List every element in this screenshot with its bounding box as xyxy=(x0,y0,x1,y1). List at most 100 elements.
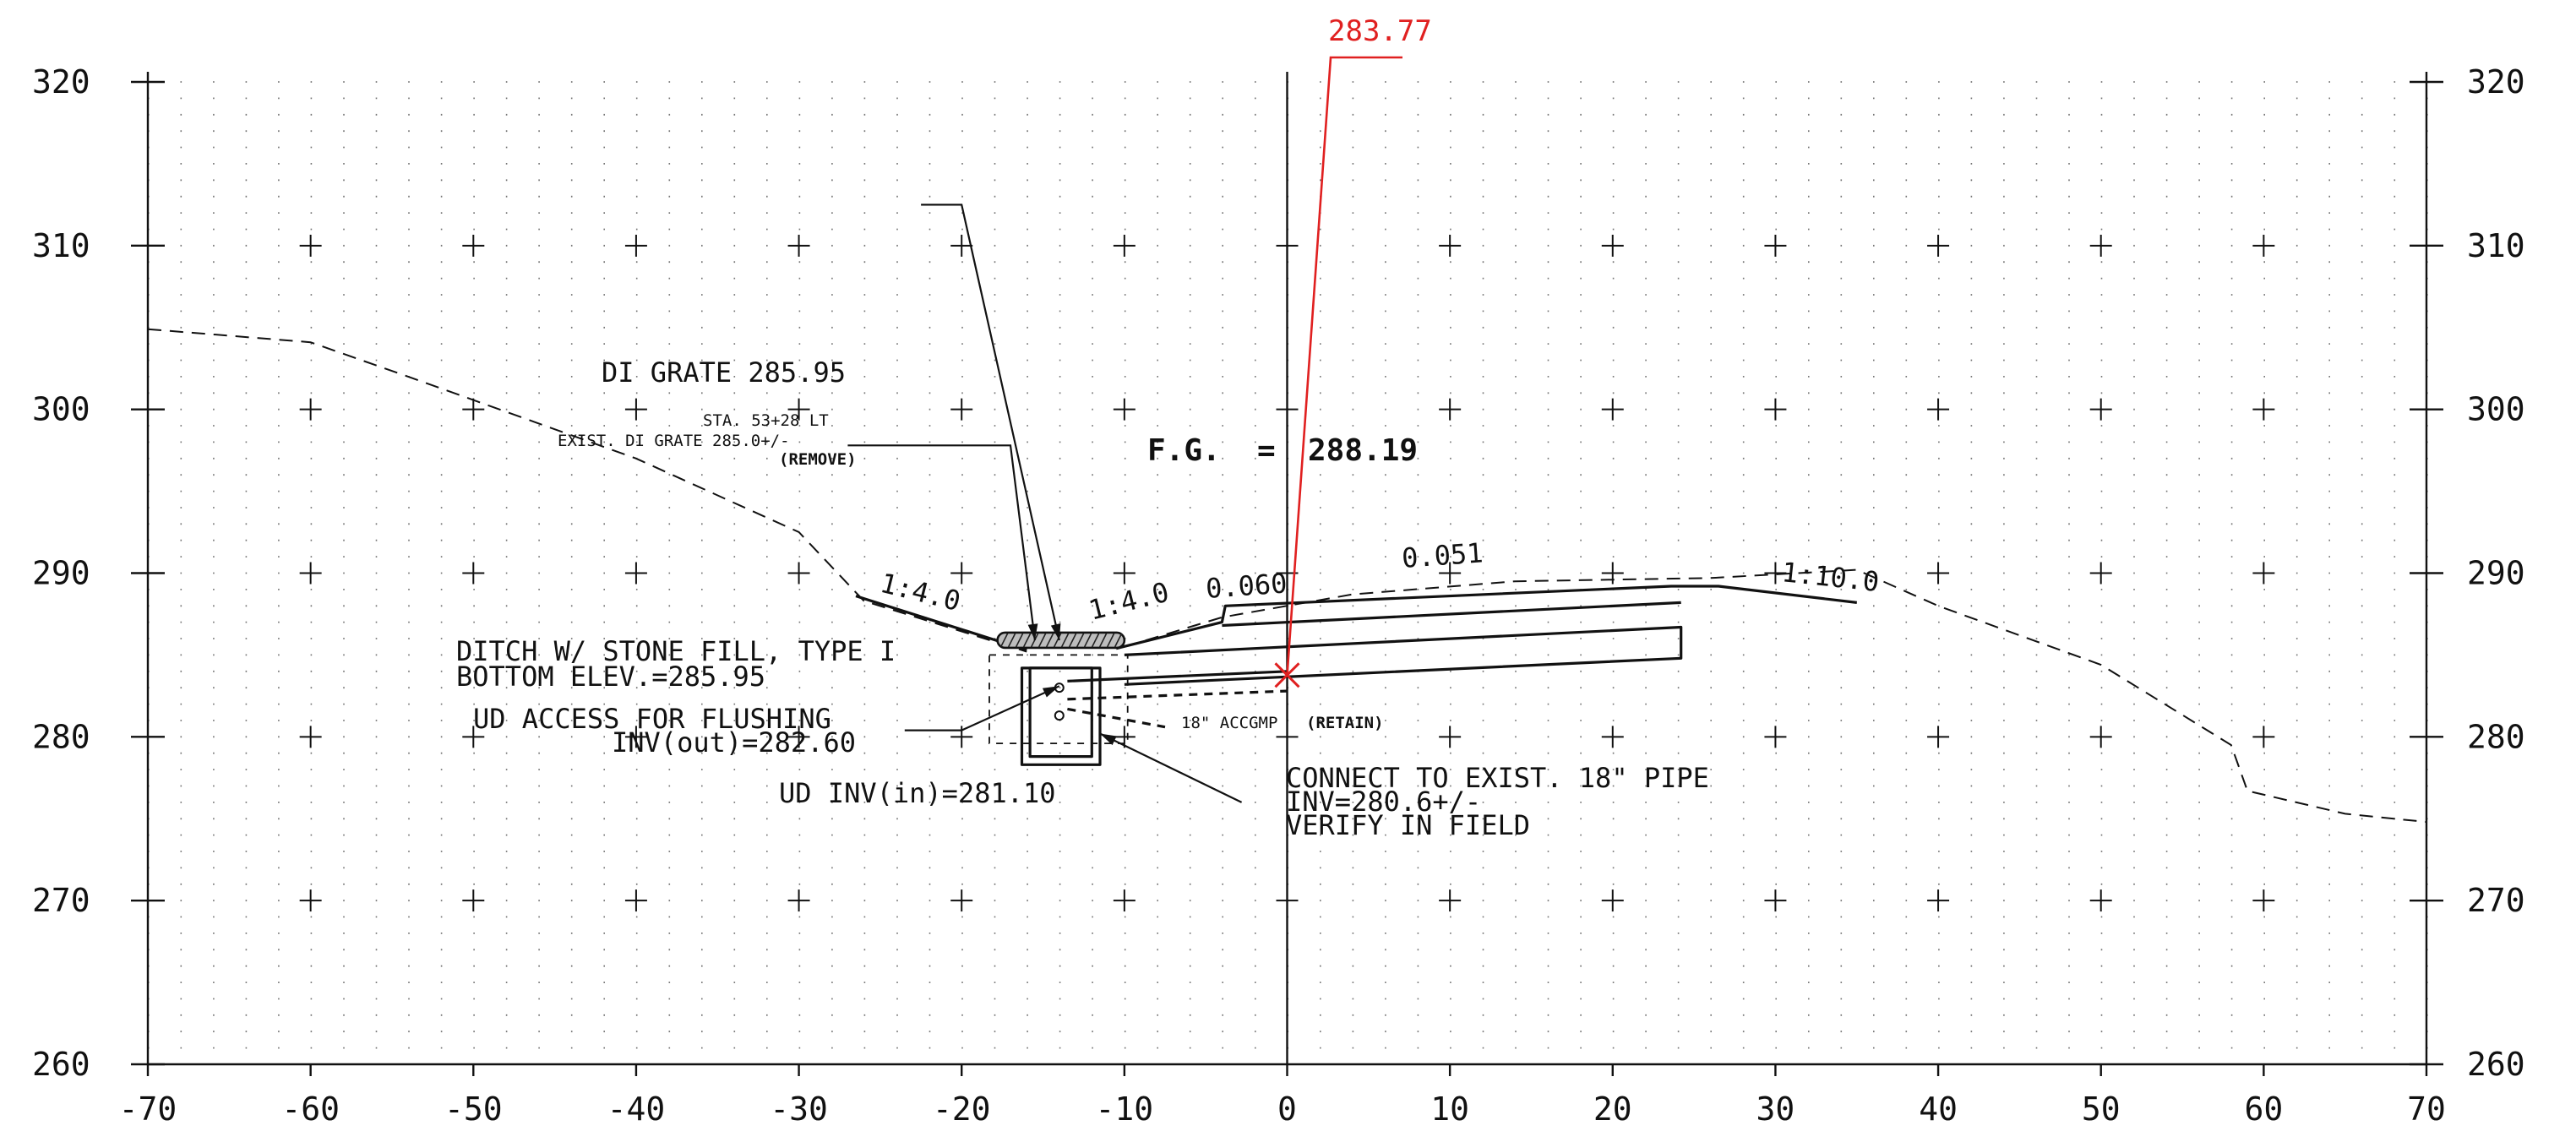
grid-cross xyxy=(624,398,647,421)
pipe-top-line xyxy=(1067,670,1288,682)
structure-hidden-outline xyxy=(988,654,1129,744)
grid-cross xyxy=(1764,726,1787,748)
x-tick-label: -30 xyxy=(770,1090,828,1128)
leader-arrowhead xyxy=(1099,733,1117,746)
leader-line-2 xyxy=(847,444,1036,641)
grid-cross xyxy=(1439,889,1462,912)
red-elevation-marker xyxy=(1274,662,1300,688)
underdrain-symbol xyxy=(1054,710,1065,721)
red-leader-line xyxy=(1286,56,1402,676)
grid-cross xyxy=(2252,726,2275,748)
y-tick-label-right: 260 xyxy=(2467,1046,2525,1083)
ud-access-line2: INV(out)=282.60 xyxy=(612,726,856,759)
grate-hatch xyxy=(1045,633,1054,648)
grid-cross xyxy=(299,398,322,421)
ditch-note-line1: DITCH W/ STONE FILL, TYPE I xyxy=(456,635,896,667)
ud-inv-in-label: UD INV(in)=281.10 xyxy=(779,777,1056,809)
leader-line-3 xyxy=(904,685,1060,731)
grid-cross xyxy=(1601,562,1624,585)
grid-cross xyxy=(1601,398,1624,421)
leader-line-4 xyxy=(1099,732,1243,803)
grid-cross xyxy=(299,889,322,912)
grid-cross xyxy=(2252,398,2275,421)
grid-cross xyxy=(462,889,485,912)
y-tick-label-right: 300 xyxy=(2467,391,2525,428)
connect-note-line2: INV=280.6+/- xyxy=(1286,786,1481,818)
leader-arrowhead xyxy=(1050,623,1061,640)
grid-cross xyxy=(787,398,810,421)
grate-hatch xyxy=(1068,633,1077,648)
grid-cross xyxy=(299,562,322,585)
fg-value: 288.19 xyxy=(1308,433,1418,468)
existing-ground-line-1 xyxy=(147,328,1027,653)
grate-hatch xyxy=(1091,633,1100,648)
y-tick-label-left: 280 xyxy=(32,718,90,755)
fg-label: F.G. = xyxy=(1147,433,1276,468)
grid-cross xyxy=(2252,562,2275,585)
grate-hatch xyxy=(1022,633,1032,648)
connect-note-line3: VERIFY IN FIELD xyxy=(1286,809,1530,841)
y-tick-label-left: 270 xyxy=(32,882,90,919)
grid-cross xyxy=(787,889,810,912)
grid-cross xyxy=(2089,398,2112,421)
grate-hatch xyxy=(999,633,1009,648)
y-tick-label-right: 280 xyxy=(2467,718,2525,755)
grid-cross xyxy=(1113,398,1136,421)
x-tick-label: -20 xyxy=(933,1090,991,1128)
grid-cross xyxy=(2252,889,2275,912)
grid-cross xyxy=(462,562,485,585)
grid-cross xyxy=(1113,562,1136,585)
grid-cross xyxy=(2089,889,2112,912)
grid-cross xyxy=(462,234,485,257)
grid-cross xyxy=(950,234,973,257)
data-layer xyxy=(147,328,2427,824)
grid-cross xyxy=(1764,562,1787,585)
grid-cross xyxy=(624,726,647,748)
grid-cross xyxy=(462,398,485,421)
existing-di-label: EXIST. DI GRATE 285.0+/- xyxy=(558,432,790,450)
grate-hatch xyxy=(1114,633,1123,648)
grid-cross xyxy=(1927,398,1950,421)
x-tick-label: 30 xyxy=(1756,1090,1795,1128)
grid-cross xyxy=(1927,889,1950,912)
ud-access-line1: UD ACCESS FOR FLUSHING xyxy=(473,703,831,735)
x-tick-label: -10 xyxy=(1096,1090,1154,1128)
red-elevation-label: 283.77 xyxy=(1328,14,1432,48)
grid-cross xyxy=(624,889,647,912)
x-tick-label: 60 xyxy=(2244,1090,2283,1128)
grate-hatch xyxy=(1037,633,1047,648)
x-tick-label: -70 xyxy=(119,1090,177,1128)
y-tick-label-right: 290 xyxy=(2467,555,2525,592)
cross-slope-right-label: 0.051 xyxy=(1401,536,1484,574)
di-grate-label: DI GRATE 285.95 xyxy=(602,356,846,389)
grid-cross xyxy=(299,726,322,748)
grid-cross xyxy=(1764,234,1787,257)
leader-arrowhead xyxy=(1027,623,1038,640)
x-tick-label: -50 xyxy=(444,1090,503,1128)
grid-cross xyxy=(1439,398,1462,421)
grid-cross xyxy=(1764,398,1787,421)
grate-hatch xyxy=(1083,633,1092,648)
grid-cross xyxy=(1927,726,1950,748)
grid-cross xyxy=(950,889,973,912)
grate-hatch xyxy=(1106,633,1115,648)
grid-cross xyxy=(950,726,973,748)
y-tick-label-left: 300 xyxy=(32,391,90,428)
slope-left-label: 1:4.0 xyxy=(877,567,964,617)
grid-layer xyxy=(146,72,2428,1066)
ditch-note-line2: BOTTOM ELEV.=285.95 xyxy=(456,661,765,693)
x-tick-label: 50 xyxy=(2082,1090,2121,1128)
drop-inlet-outer xyxy=(1020,666,1102,766)
x-tick-label: 20 xyxy=(1593,1090,1632,1128)
x-tick-label: 0 xyxy=(1277,1090,1297,1128)
x-tick-label: 70 xyxy=(2407,1090,2446,1128)
grid-cross xyxy=(2252,234,2275,257)
x-tick-label: 10 xyxy=(1430,1090,1469,1128)
y-tick-label-right: 310 xyxy=(2467,227,2525,264)
x-tick-label: 40 xyxy=(1919,1090,1958,1128)
remove-label: (REMOVE) xyxy=(779,450,857,469)
cross-slope-left-label: 0.060 xyxy=(1205,567,1288,605)
pipe-bottom-line xyxy=(1067,689,1288,701)
